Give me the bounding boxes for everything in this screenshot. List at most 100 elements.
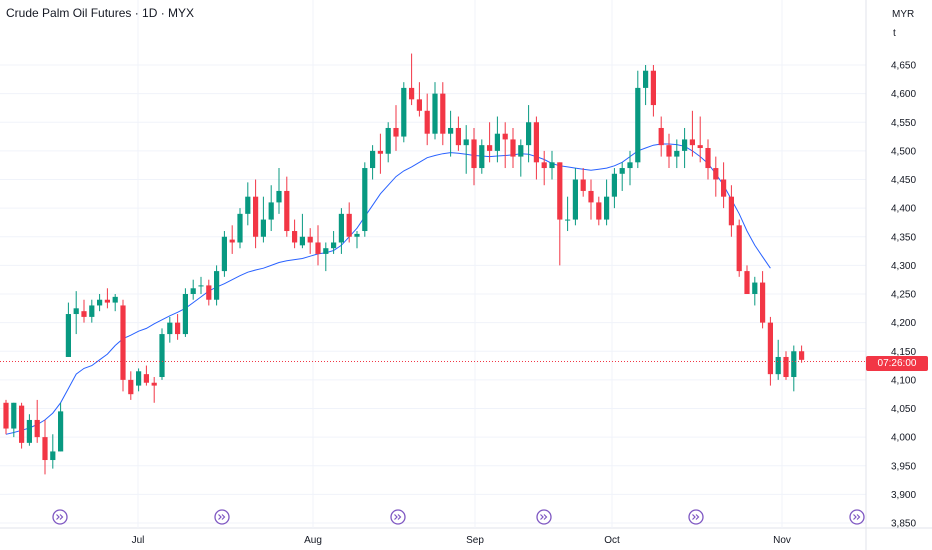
- event-marker-icon[interactable]: [536, 509, 552, 525]
- x-tick-label: Aug: [304, 535, 322, 546]
- candle: [494, 116, 500, 163]
- candle: [775, 339, 781, 380]
- candle: [432, 82, 438, 140]
- y-tick-label: 4,050: [891, 404, 916, 415]
- event-marker-icon[interactable]: [52, 509, 68, 525]
- candle: [487, 122, 493, 163]
- candle: [611, 168, 617, 209]
- candle: [136, 368, 142, 392]
- candle: [448, 110, 454, 157]
- candle: [588, 179, 594, 220]
- y-tick-label: 4,250: [891, 290, 916, 301]
- candle: [650, 65, 656, 117]
- candle: [237, 208, 243, 249]
- candle: [760, 271, 766, 329]
- candle: [658, 116, 664, 157]
- candle: [362, 162, 368, 237]
- candle: [354, 231, 360, 249]
- candle: [502, 122, 508, 169]
- candle: [533, 116, 539, 180]
- event-marker-icon[interactable]: [849, 509, 865, 525]
- candle: [346, 202, 352, 243]
- y-tick-label: 4,350: [891, 232, 916, 243]
- candle: [572, 168, 578, 226]
- candle: [791, 345, 797, 392]
- x-tick-label: Oct: [604, 535, 620, 546]
- currency-label[interactable]: MYR: [892, 9, 915, 20]
- candle: [73, 291, 79, 335]
- candle: [42, 419, 48, 475]
- ma-polyline: [5, 143, 771, 435]
- candle: [666, 133, 672, 169]
- candle: [214, 265, 220, 306]
- candle: [11, 402, 17, 438]
- candle: [65, 302, 71, 357]
- candle: [565, 196, 571, 232]
- candle: [323, 242, 329, 272]
- candle: [198, 276, 204, 294]
- y-tick-label: 4,000: [891, 433, 916, 444]
- y-tick-label: 4,150: [891, 347, 916, 358]
- y-tick-label: 4,400: [891, 204, 916, 215]
- candle: [331, 231, 337, 254]
- candle: [619, 162, 625, 191]
- candle: [643, 65, 649, 106]
- candle: [120, 299, 126, 392]
- candle: [128, 371, 134, 400]
- candle: [19, 402, 25, 449]
- candle: [689, 110, 695, 157]
- candle: [276, 168, 282, 214]
- unit-label: t: [893, 28, 896, 39]
- candle: [463, 125, 469, 174]
- candle: [307, 228, 313, 254]
- chart-title: Crude Palm Oil Futures · 1D · MYX: [6, 6, 195, 20]
- event-marker-icon[interactable]: [688, 509, 704, 525]
- y-axis: 4,650 4,600 4,550 4,500 4,450 4,400 4,350 4,300…: [891, 61, 916, 530]
- candle: [580, 168, 586, 197]
- candle: [284, 176, 290, 237]
- candle: [416, 82, 422, 117]
- candle: [34, 399, 40, 443]
- event-marker-icon[interactable]: [214, 509, 230, 525]
- candle: [401, 82, 407, 143]
- y-tick-label: 3,950: [891, 461, 916, 472]
- candle: [58, 402, 64, 452]
- candle: [143, 365, 149, 386]
- candlestick-series: [3, 53, 805, 475]
- candle: [409, 53, 415, 106]
- x-tick-label: Nov: [773, 535, 791, 546]
- candle: [799, 345, 805, 363]
- candle: [3, 399, 9, 435]
- event-marker-icon[interactable]: [390, 509, 406, 525]
- candle: [783, 351, 789, 380]
- y-tick-label: 4,200: [891, 318, 916, 329]
- candle: [268, 185, 274, 232]
- candle: [518, 139, 524, 177]
- y-tick-label: 3,850: [891, 519, 916, 530]
- y-tick-label: 4,600: [891, 89, 916, 100]
- x-axis: Jul Aug Sep Oct Nov: [132, 535, 791, 546]
- candle: [104, 288, 110, 309]
- candle: [229, 225, 235, 254]
- candle: [190, 279, 196, 300]
- candle: [721, 162, 727, 209]
- candle: [112, 294, 118, 312]
- candle: [97, 294, 103, 312]
- x-tick-label: Sep: [466, 535, 484, 546]
- candle: [151, 377, 157, 403]
- candle: [440, 82, 446, 146]
- candle: [167, 316, 173, 343]
- candle: [385, 122, 391, 163]
- current-price-tag: 07:26:00: [866, 356, 928, 371]
- candle: [752, 276, 758, 306]
- candle: [206, 279, 212, 306]
- y-tick-label: 4,550: [891, 118, 916, 129]
- candle: [377, 133, 383, 174]
- candle: [50, 434, 56, 469]
- candle: [81, 299, 87, 323]
- candle: [292, 219, 298, 249]
- candle: [260, 196, 266, 243]
- y-tick-label: 4,100: [891, 375, 916, 386]
- candle: [526, 105, 532, 163]
